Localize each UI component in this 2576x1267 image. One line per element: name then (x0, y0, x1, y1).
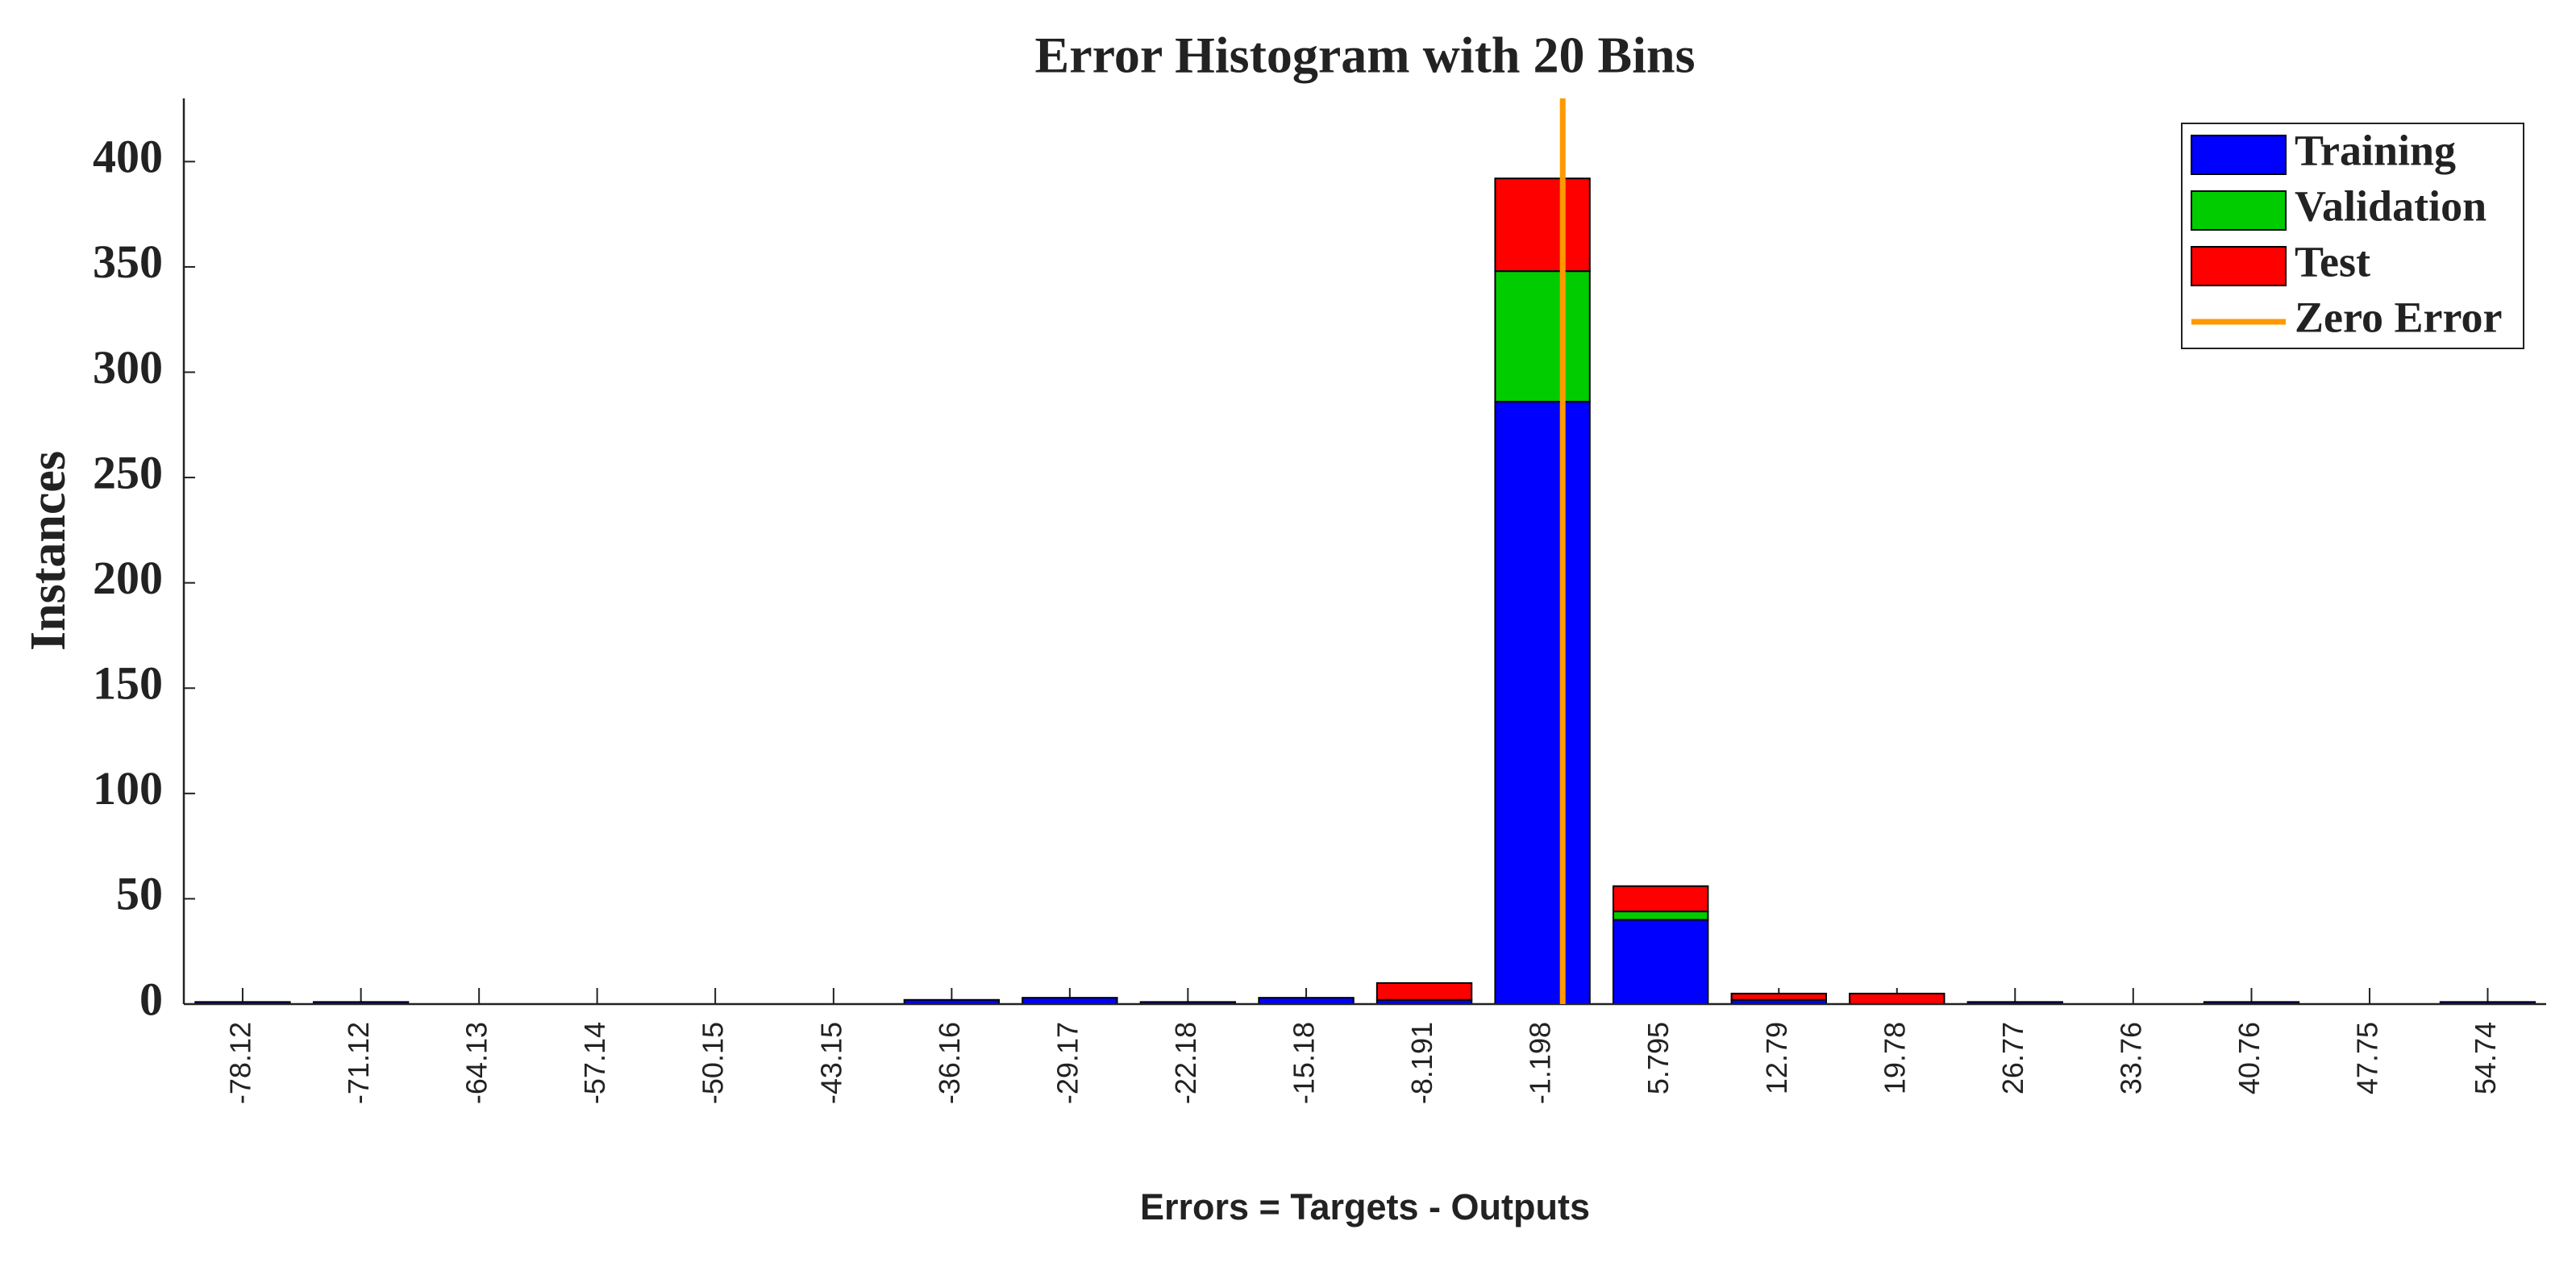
y-tick-label: 350 (93, 235, 163, 288)
y-tick-label: 0 (139, 973, 163, 1025)
x-tick-label: -8.191 (1405, 1022, 1438, 1104)
x-tick-label: -50.15 (697, 1022, 730, 1104)
y-tick-label: 250 (93, 446, 163, 498)
x-tick-label: -57.14 (578, 1022, 611, 1104)
x-tick-label: -71.12 (342, 1022, 375, 1104)
legend-label: Validation (2295, 181, 2487, 230)
x-tick-label: -78.12 (223, 1022, 256, 1104)
legend-label: Training (2295, 126, 2456, 174)
bar-segment (1730, 992, 1827, 1001)
x-axis-label: Errors = Targets - Outputs (1140, 1186, 1590, 1227)
bar-segment (1612, 885, 1709, 913)
bar-segment (1375, 982, 1473, 1001)
bar-segment (1494, 177, 1591, 273)
x-tick-label: 33.76 (2114, 1022, 2147, 1094)
y-axis-label: Instances (21, 451, 76, 651)
y-tick-label: 50 (116, 868, 163, 920)
bar-segment (1849, 992, 1946, 1006)
y-tick-label: 200 (93, 552, 163, 604)
legend-swatch (2191, 135, 2287, 175)
x-tick-label: 47.75 (2350, 1022, 2383, 1094)
bar-segment (1612, 919, 1709, 1006)
y-tick-label: 150 (93, 657, 163, 710)
x-tick-label: 5.795 (1642, 1022, 1675, 1094)
x-tick-label: -1.198 (1524, 1022, 1557, 1104)
x-tick-label: -64.13 (460, 1022, 493, 1104)
chart-title: Error Histogram with 20 Bins (1035, 27, 1696, 84)
x-tick-label: 40.76 (2233, 1022, 2266, 1094)
x-tick-label: 26.77 (1996, 1022, 2029, 1094)
x-tick-label: 19.78 (1878, 1022, 1911, 1094)
legend-swatch (2191, 190, 2287, 231)
x-tick-label: 54.74 (2469, 1022, 2502, 1094)
y-tick-label: 400 (93, 131, 163, 183)
bar-segment (1612, 911, 1709, 921)
x-tick-label: -22.18 (1169, 1022, 1202, 1104)
legend-label: Test (2295, 237, 2370, 285)
bar-segment (1494, 401, 1591, 1006)
x-tick-label: -43.15 (814, 1022, 847, 1104)
y-tick-label: 300 (93, 341, 163, 394)
x-tick-label: -15.18 (1288, 1022, 1321, 1104)
bar-segment (1494, 270, 1591, 403)
x-tick-label: -29.17 (1051, 1022, 1084, 1104)
y-tick-label: 100 (93, 762, 163, 815)
legend-swatch (2191, 246, 2287, 286)
x-tick-label: 12.79 (1760, 1022, 1793, 1094)
x-tick-label: -36.16 (933, 1022, 966, 1104)
legend-label: Zero Error (2295, 293, 2502, 341)
